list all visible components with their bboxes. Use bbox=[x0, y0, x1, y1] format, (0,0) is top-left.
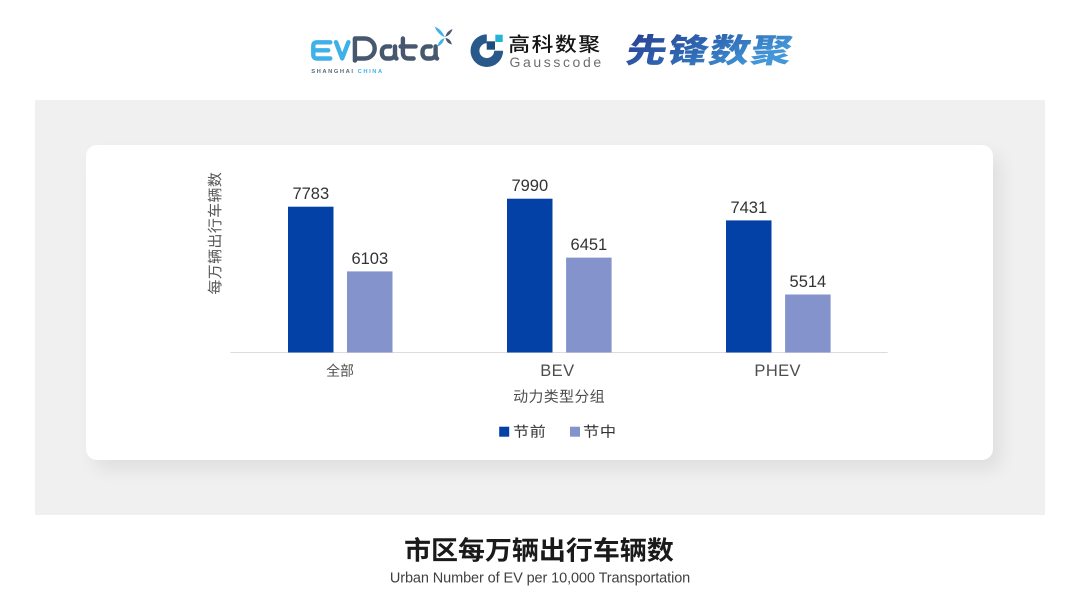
svg-text:Gausscode: Gausscode bbox=[510, 54, 604, 70]
svg-text:SHANGHAI CHINA: SHANGHAI CHINA bbox=[311, 69, 384, 75]
svg-text:6451: 6451 bbox=[571, 236, 608, 254]
svg-text:7783: 7783 bbox=[292, 185, 329, 203]
svg-text:BEV: BEV bbox=[540, 362, 574, 380]
svg-text:PHEV: PHEV bbox=[754, 362, 801, 380]
svg-text:7431: 7431 bbox=[730, 199, 767, 217]
svg-text:6103: 6103 bbox=[351, 250, 388, 268]
svg-text:5514: 5514 bbox=[790, 273, 827, 291]
svg-text:7990: 7990 bbox=[511, 177, 548, 195]
svg-text:Urban Number of EV per 10,000: Urban Number of EV per 10,000 Transporta… bbox=[390, 570, 690, 586]
